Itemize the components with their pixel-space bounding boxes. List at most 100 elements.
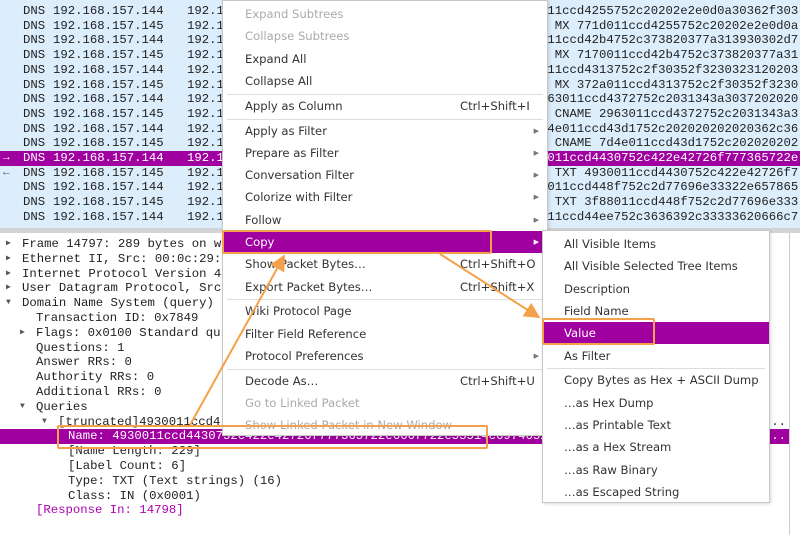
submenu-arrow-icon: ▶ (533, 215, 539, 224)
copy-item-field-name[interactable]: Field Name (543, 300, 769, 322)
packet-row[interactable]: DNS 192.168.157.144 192.1 011ccd4255752c202… (0, 4, 800, 19)
shortcut-label: Ctrl+Shift+O (460, 257, 536, 272)
shortcut-label: Ctrl+Shift+X (460, 279, 535, 294)
menu-item-label: Collapse Subtrees (245, 29, 350, 44)
copy-item-as-escaped-string[interactable]: …as Escaped String (543, 481, 769, 503)
copy-item-as-raw-binary[interactable]: …as Raw Binary (543, 459, 769, 481)
collapsed-triangle-icon[interactable]: ▶ (6, 268, 11, 278)
tree-item[interactable]: Authority RRs: 0 (0, 370, 790, 385)
menu-item-label: …as a Hex Stream (564, 440, 672, 455)
packet-src: 192.168.157.144 (53, 92, 164, 107)
packet-row[interactable]: DNS 192.168.157.145 192.1 a CNAME 2963011cc… (0, 107, 800, 122)
menu-item-apply-as-column[interactable]: Apply as Column Ctrl+Shift+I (223, 95, 547, 117)
menu-item-wiki-protocol-page[interactable]: Wiki Protocol Page (223, 300, 547, 322)
packet-row[interactable]: DNS 192.168.157.144 192.1 8011ccd448f752c2d… (0, 180, 800, 195)
details-scrollbar[interactable] (789, 233, 790, 535)
copy-item-as-printable-text[interactable]: …as Printable Text (543, 414, 769, 436)
menu-item-expand-subtrees: Expand Subtrees (223, 3, 547, 25)
packet-row[interactable]: DNS 192.168.157.145 192.1 2 MX 372a011ccd43… (0, 78, 800, 93)
tree-item[interactable]: Questions: 1 (0, 341, 790, 356)
packet-info: a CNAME 2963011ccd4372752c2031343a3 (540, 106, 799, 121)
menu-item-follow[interactable]: Follow ▶ (223, 209, 547, 231)
collapsed-triangle-icon[interactable]: ▶ (6, 283, 11, 293)
tree-item[interactable]: ▶ Ethernet II, Src: 00:0c:29: (0, 252, 790, 267)
tree-item[interactable]: Answer RRs: 0 (0, 355, 790, 370)
expanded-triangle-icon[interactable]: ▼ (42, 416, 47, 426)
copy-item-as-hex-dump[interactable]: …as Hex Dump (543, 392, 769, 414)
collapsed-triangle-icon[interactable]: ▶ (6, 253, 11, 263)
packet-row[interactable]: DNS 192.168.157.144 192.1 d4e011ccd43d1752c… (0, 122, 800, 137)
menu-item-label: …as Hex Dump (564, 395, 654, 410)
menu-item-label: Prepare as Filter (245, 145, 339, 160)
submenu-arrow-icon: ▶ (533, 126, 539, 135)
copy-item-as-a-hex-stream[interactable]: …as a Hex Stream (543, 436, 769, 458)
packet-src: 192.168.157.144 (53, 4, 164, 18)
menu-separator (227, 299, 543, 301)
menu-item-label: Filter Field Reference (245, 326, 367, 341)
packet-row[interactable]: DNS 192.168.157.145 192.1 4 TXT 3f88011ccd4… (0, 195, 800, 210)
packet-dst: 192.1 (187, 180, 224, 195)
packet-proto: DNS (23, 106, 46, 121)
collapsed-triangle-icon[interactable]: ▶ (6, 239, 11, 248)
packet-dst: 192.1 (187, 165, 224, 180)
tree-item-label: Transaction ID: 0x7849 (36, 311, 199, 325)
copy-item-all-visible-items[interactable]: All Visible Items (543, 233, 769, 255)
menu-item-show-packet-bytes[interactable]: Show Packet Bytes… Ctrl+Shift+O (223, 253, 547, 275)
expanded-triangle-icon[interactable]: ▼ (6, 298, 11, 308)
tree-item[interactable]: ▶ Internet Protocol Version 4 (0, 267, 790, 282)
tree-item-label: Questions: 1 (36, 340, 125, 355)
packet-row[interactable]: DNS 192.168.157.144 192.1 963011ccd4372752c… (0, 92, 800, 107)
copy-item-all-visible-selected-tree-items[interactable]: All Visible Selected Tree Items (543, 255, 769, 277)
menu-item-collapse-all[interactable]: Collapse All (223, 70, 547, 92)
tree-item[interactable]: [Label Count: 6] (0, 459, 790, 474)
expanded-triangle-icon[interactable]: ▼ (20, 401, 25, 411)
packet-row[interactable]: DNS 192.168.157.145 192.1 d MX 771d011ccd42… (0, 19, 800, 34)
copy-item-as-filter[interactable]: As Filter (543, 345, 769, 367)
menu-item-colorize-with-filter[interactable]: Colorize with Filter ▶ (223, 186, 547, 208)
menu-separator (547, 368, 765, 370)
menu-item-filter-field-reference[interactable]: Filter Field Reference (223, 323, 547, 345)
menu-item-decode-as[interactable]: Decode As… Ctrl+Shift+U (223, 370, 547, 392)
menu-item-expand-all[interactable]: Expand All (223, 48, 547, 70)
tree-item-label: User Datagram Protocol, Src (22, 281, 222, 296)
copy-submenu: All Visible Items All Visible Selected Tr… (542, 230, 770, 503)
packet-row[interactable]: DNS 192.168.157.145 192.1 c CNAME 7d4e011cc… (0, 136, 800, 151)
packet-proto: DNS (23, 136, 46, 151)
packet-dst: 192.1 (187, 136, 224, 151)
menu-item-apply-as-filter[interactable]: Apply as Filter ▶ (223, 120, 547, 142)
packet-src: 192.168.157.145 (53, 195, 164, 210)
menu-item-copy[interactable]: Copy ▶ (223, 231, 547, 254)
copy-item-value[interactable]: Value (543, 322, 769, 345)
menu-item-collapse-subtrees: Collapse Subtrees (223, 25, 547, 47)
packet-info: 2 MX 372a011ccd4313752c2f30352f3230 (540, 77, 799, 92)
tree-item-label: Type: TXT (Text strings) (16) (68, 473, 283, 488)
tree-item[interactable]: ▶ User Datagram Protocol, Src (0, 281, 790, 296)
packet-row[interactable]: ← DNS 192.168.157.145 192.1 9 TXT 4930011ccd… (0, 166, 800, 181)
tree-item[interactable]: Transaction ID: 0x7849 (0, 311, 790, 326)
menu-item-protocol-preferences[interactable]: Protocol Preferences ▶ (223, 345, 547, 367)
copy-item-description[interactable]: Description (543, 278, 769, 300)
tree-item[interactable]: Additional RRs: 0 (0, 385, 790, 400)
tree-item[interactable]: ▼ Queries (0, 400, 790, 415)
packet-row[interactable]: DNS 192.168.157.144 192.1 011ccd4313752c2f3… (0, 63, 800, 78)
packet-proto: DNS (23, 195, 46, 210)
tree-item[interactable]: Type: TXT (Text strings) (16) (0, 474, 790, 489)
response-link[interactable]: [Response In: 14798] (0, 503, 790, 518)
annotation-box-copy (222, 230, 492, 254)
tree-item[interactable]: Class: IN (0x0001) (0, 489, 790, 504)
packet-row[interactable]: DNS 192.168.157.145 192.1 b MX 7170011ccd42… (0, 48, 800, 63)
copy-item-copy-bytes-as-hex-ascii-dump[interactable]: Copy Bytes as Hex + ASCII Dump (543, 369, 769, 391)
menu-item-export-packet-bytes[interactable]: Export Packet Bytes… Ctrl+Shift+X (223, 276, 547, 298)
packet-proto: DNS (23, 209, 46, 224)
packet-proto: DNS (23, 92, 46, 107)
packet-row[interactable]: DNS 192.168.157.144 192.1 011ccd44ee752c363… (0, 210, 800, 225)
tree-item[interactable]: ▼ Domain Name System (query) (0, 296, 790, 311)
packet-src: 192.168.157.144 (53, 121, 164, 136)
tree-item[interactable]: ▶ Frame 14797: 289 bytes on w (0, 237, 790, 252)
menu-item-prepare-as-filter[interactable]: Prepare as Filter ▶ (223, 142, 547, 164)
tree-item[interactable]: ▶ Flags: 0x0100 Standard qu (0, 326, 790, 341)
tree-item-label: Frame 14797: 289 bytes on w (22, 237, 222, 251)
menu-item-conversation-filter[interactable]: Conversation Filter ▶ (223, 164, 547, 186)
packet-row[interactable]: DNS 192.168.157.144 192.1 011ccd42b4752c373… (0, 33, 800, 48)
collapsed-triangle-icon[interactable]: ▶ (20, 327, 25, 337)
